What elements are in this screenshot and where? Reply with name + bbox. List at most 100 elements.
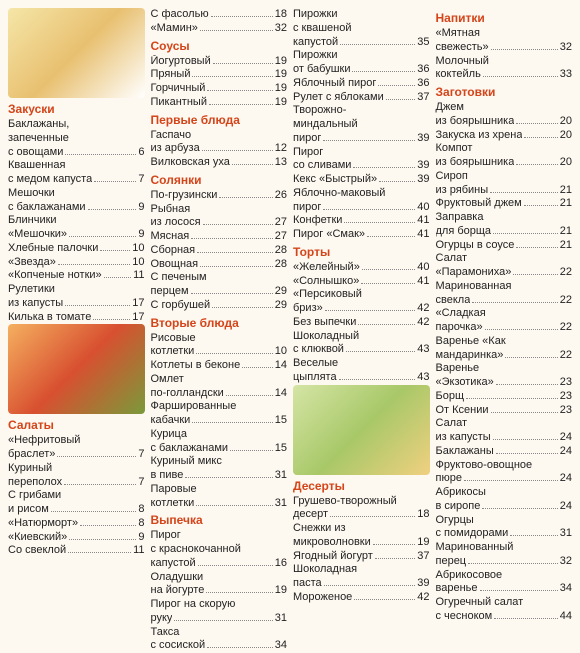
- page-number: 20: [560, 115, 572, 129]
- toc-entry: для борща21: [436, 225, 573, 239]
- entry-label: пирог: [293, 132, 321, 146]
- toc-entry: С фасолью18: [151, 8, 288, 22]
- entry-label: Ягодный йогурт: [293, 550, 373, 564]
- entry-label: с баклажанами: [151, 442, 229, 456]
- leader-dots: [65, 154, 136, 155]
- toc-entry: переполох7: [8, 476, 145, 490]
- page-number: 39: [417, 159, 429, 173]
- toc-entry: парочка»22: [436, 321, 573, 335]
- page-number: 18: [417, 508, 429, 522]
- entry-line: Блинчики: [8, 214, 145, 228]
- leader-dots: [353, 167, 415, 168]
- entry-label: паста: [293, 577, 322, 591]
- leader-dots: [207, 90, 272, 91]
- page-number: 31: [275, 497, 287, 511]
- toc-entry: перцем29: [151, 285, 288, 299]
- entry-line: Омлет: [151, 373, 288, 387]
- entry-label: переполох: [8, 476, 62, 490]
- leader-dots: [324, 585, 416, 586]
- entry-label: «Мешочки»: [8, 228, 67, 242]
- entry-label: Баклажаны: [436, 445, 494, 459]
- entry-label: с медом капуста: [8, 173, 92, 187]
- entry-label: руку: [151, 612, 173, 626]
- toc-entry: «Экзотика»23: [436, 376, 573, 390]
- entry-line: Рыбная: [151, 203, 288, 217]
- page-number: 27: [275, 216, 287, 230]
- entry-label: С фасолью: [151, 8, 209, 22]
- leader-dots: [200, 266, 273, 267]
- entry-line: Снежки из: [293, 522, 430, 536]
- toc-entry: в сиропе24: [436, 500, 573, 514]
- entry-line: Огуречный салат: [436, 596, 573, 610]
- leader-dots: [191, 238, 272, 239]
- entry-line: Варенье «Как: [436, 335, 573, 349]
- toc-entry: в пиве31: [151, 469, 288, 483]
- entry-label: капустой: [151, 557, 196, 571]
- entry-label: свекла: [436, 294, 471, 308]
- toc-entry: пирог40: [293, 201, 430, 215]
- recipe-photo: [293, 385, 430, 475]
- page-number: 14: [275, 387, 287, 401]
- entry-label: с баклажанами: [8, 201, 86, 215]
- page-number: 9: [138, 531, 144, 545]
- leader-dots: [192, 422, 272, 423]
- page-number: 24: [560, 445, 572, 459]
- entry-label: на йогурте: [151, 584, 205, 598]
- entry-line: Курица: [151, 428, 288, 442]
- toc-entry: капустой16: [151, 557, 288, 571]
- toc-entry: из боярышника20: [436, 115, 573, 129]
- toc-column: Напитки«Мятнаясвежесть»32Молочныйкоктейл…: [436, 8, 573, 653]
- entry-label: микроволновки: [293, 536, 371, 550]
- leader-dots: [494, 618, 558, 619]
- page-number: 29: [275, 299, 287, 313]
- toc-entry: на йогурте19: [151, 584, 288, 598]
- leader-dots: [69, 539, 136, 540]
- page-number: 21: [560, 225, 572, 239]
- entry-label: и рисом: [8, 503, 49, 517]
- toc-entry: По-грузински26: [151, 189, 288, 203]
- leader-dots: [65, 305, 130, 306]
- toc-entry: С горбушей29: [151, 299, 288, 313]
- toc-entry: десерт18: [293, 508, 430, 522]
- toc-entry: цыплята43: [293, 371, 430, 385]
- toc-entry: из боярышника20: [436, 156, 573, 170]
- entry-line: запеченные: [8, 132, 145, 146]
- toc-entry: Рулет с яблоками37: [293, 91, 430, 105]
- leader-dots: [207, 647, 273, 648]
- entry-label: мандаринка»: [436, 349, 504, 363]
- toc-entry: «Парамониха»22: [436, 266, 573, 280]
- page-number: 21: [560, 239, 572, 253]
- page-number: 23: [560, 390, 572, 404]
- toc-entry: Пряный19: [151, 68, 288, 82]
- leader-dots: [212, 307, 273, 308]
- page-number: 19: [275, 82, 287, 96]
- page-number: 32: [560, 41, 572, 55]
- entry-line: Пирожки: [293, 8, 430, 22]
- leader-dots: [496, 453, 558, 454]
- leader-dots: [367, 236, 415, 237]
- entry-label: свежесть»: [436, 41, 489, 55]
- page-number: 21: [560, 184, 572, 198]
- entry-line: Паровые: [151, 483, 288, 497]
- entry-label: Йогуртовый: [151, 55, 211, 69]
- leader-dots: [80, 525, 136, 526]
- leader-dots: [510, 535, 557, 536]
- toc-entry: «Желейный»40: [293, 261, 430, 275]
- entry-line: Молочный: [436, 55, 573, 69]
- leader-dots: [464, 480, 558, 481]
- entry-label: котлетки: [151, 497, 195, 511]
- entry-line: Такса: [151, 626, 288, 640]
- page-number: 35: [417, 36, 429, 50]
- leader-dots: [192, 76, 272, 77]
- page-number: 11: [133, 544, 144, 558]
- leader-dots: [325, 310, 416, 311]
- leader-dots: [375, 558, 415, 559]
- entry-label: «Солнышко»: [293, 275, 359, 289]
- page-number: 10: [132, 242, 144, 256]
- entry-label: с овощами: [8, 146, 63, 160]
- leader-dots: [340, 44, 415, 45]
- toc-entry: Огурцы в соусе21: [436, 239, 573, 253]
- leader-dots: [524, 205, 558, 206]
- section-heading: Солянки: [151, 173, 288, 187]
- entry-line: Пирог: [151, 529, 288, 543]
